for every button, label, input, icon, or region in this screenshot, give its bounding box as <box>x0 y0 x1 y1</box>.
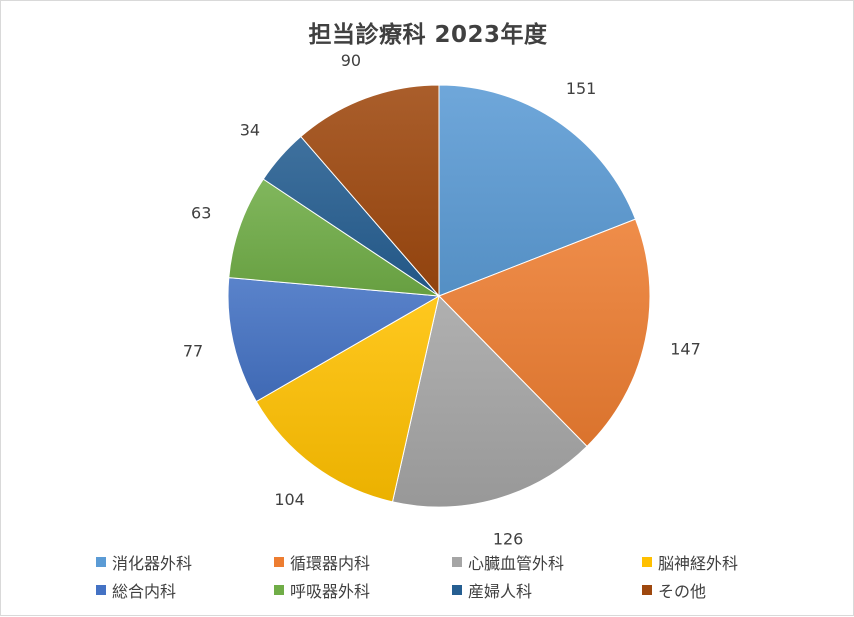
legend-item-7: 産婦人科 <box>452 579 642 601</box>
legend-swatch <box>452 557 462 567</box>
legend-item-4: 脳神経外科 <box>642 551 812 573</box>
legend-label: 産婦人科 <box>468 582 533 601</box>
legend-swatch <box>274 585 284 595</box>
pie-slice-2 <box>438 218 651 448</box>
pie-slice-8 <box>300 84 440 298</box>
legend-swatch <box>96 557 106 567</box>
legend-item-6: 呼吸器外科 <box>274 579 452 601</box>
legend-label: 呼吸器外科 <box>290 582 371 601</box>
legend-swatch <box>96 585 106 595</box>
pie-slice-3 <box>391 294 588 508</box>
legend-label: 消化器外科 <box>112 554 193 573</box>
data-label-6: 63 <box>191 204 211 223</box>
legend-label: その他 <box>658 582 707 601</box>
legend-item-8: その他 <box>642 579 812 601</box>
legend-label: 総合内科 <box>112 582 177 601</box>
data-label-2: 147 <box>670 340 701 359</box>
data-label-1: 151 <box>566 79 597 98</box>
legend-swatch <box>452 585 462 595</box>
legend: 消化器外科 循環器内科 心臓血管外科 脳神経外科総合内科 呼吸器外科 産婦人科 その他 <box>96 551 816 601</box>
pie-slice-5 <box>227 277 441 403</box>
data-label-8: 90 <box>341 51 361 70</box>
chart-title: 担当診療科 2023年度 <box>308 22 548 48</box>
legend-label: 循環器内科 <box>290 554 371 573</box>
data-label-3: 126 <box>493 529 524 548</box>
legend-label: 心臓血管外科 <box>468 554 565 573</box>
pie-slice-1 <box>438 84 637 297</box>
legend-swatch <box>642 585 652 595</box>
data-label-7: 34 <box>240 121 260 140</box>
legend-label: 脳神経外科 <box>658 554 739 573</box>
pie-slice-6 <box>228 178 440 297</box>
legend-item-1: 消化器外科 <box>96 551 274 573</box>
legend-item-2: 循環器内科 <box>274 551 452 573</box>
pie-slice-4 <box>255 294 440 503</box>
legend-item-5: 総合内科 <box>96 579 274 601</box>
legend-swatch <box>274 557 284 567</box>
data-label-5: 77 <box>183 342 203 361</box>
data-label-4: 104 <box>274 490 305 509</box>
legend-swatch <box>642 557 652 567</box>
legend-item-3: 心臓血管外科 <box>452 551 642 573</box>
